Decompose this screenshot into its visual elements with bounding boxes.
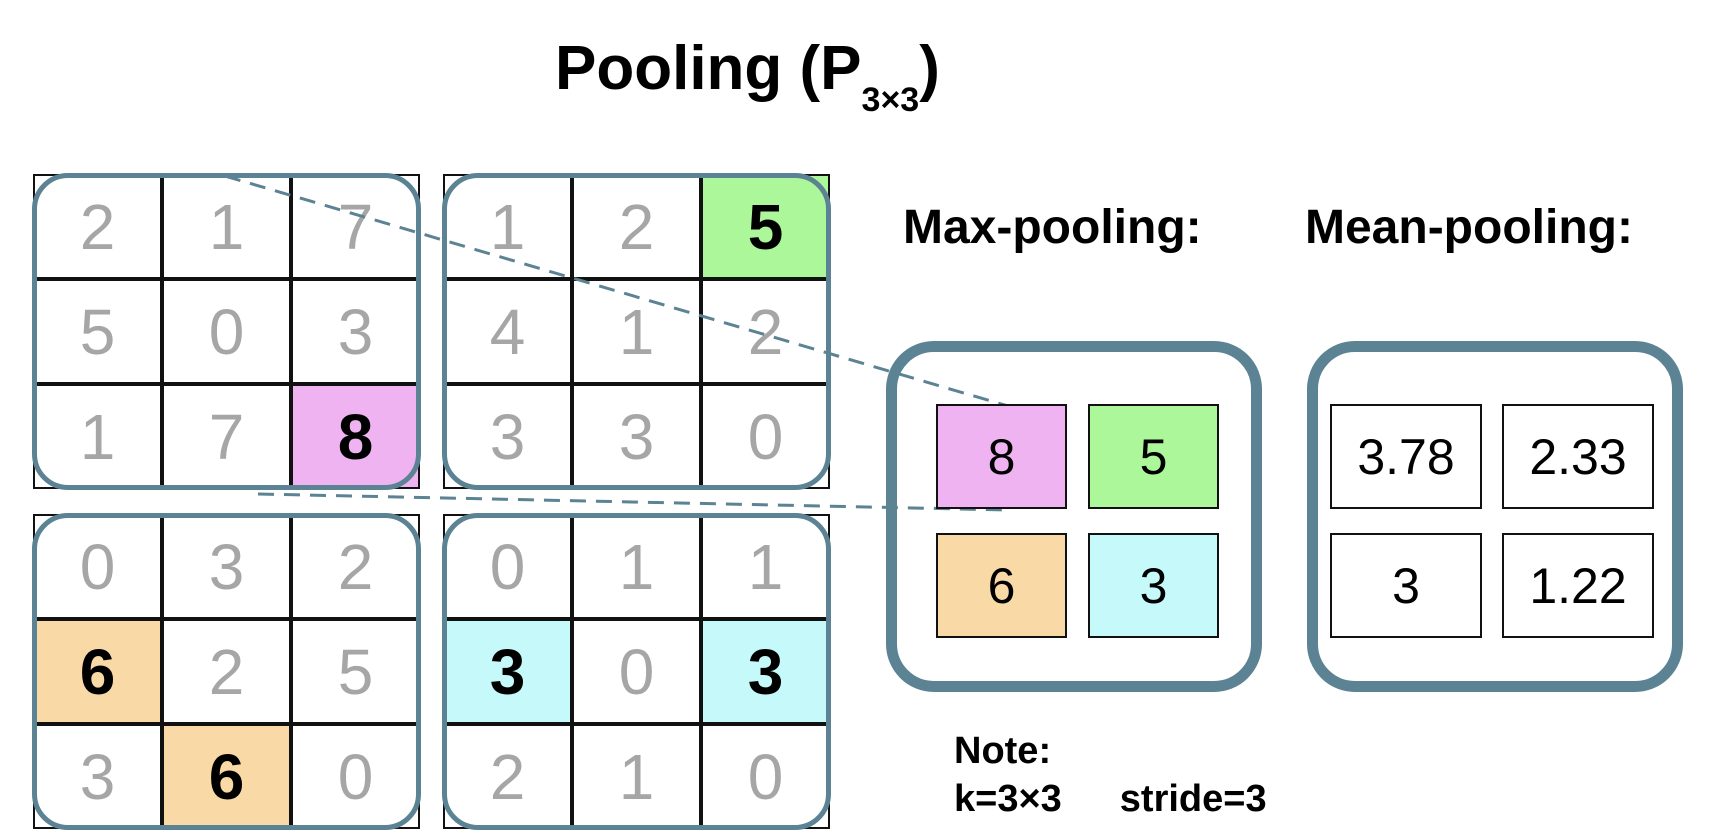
input-cell: 2 xyxy=(162,619,291,724)
input-cell: 2 xyxy=(291,514,420,619)
max-pooling-cell: 5 xyxy=(1088,404,1219,509)
max-pooling-cell: 8 xyxy=(936,404,1067,509)
input-cell: 8 xyxy=(291,384,420,489)
input-cell: 1 xyxy=(572,514,701,619)
input-cell: 6 xyxy=(33,619,162,724)
title-main: Pooling (P xyxy=(555,34,862,103)
input-cell: 0 xyxy=(33,514,162,619)
input-cell: 5 xyxy=(33,279,162,384)
input-cell: 7 xyxy=(291,174,420,279)
mean-pooling-cell: 2.33 xyxy=(1502,404,1654,509)
input-cell: 3 xyxy=(162,514,291,619)
note: Note: k=3×3 stride=3 xyxy=(954,728,1267,823)
input-cell: 0 xyxy=(162,279,291,384)
input-cell: 3 xyxy=(291,279,420,384)
input-cell: 2 xyxy=(572,174,701,279)
input-cell: 5 xyxy=(291,619,420,724)
input-cell: 0 xyxy=(443,514,572,619)
input-cell: 3 xyxy=(701,619,830,724)
input-cell: 6 xyxy=(162,724,291,829)
mean-pooling-cell: 3.78 xyxy=(1330,404,1482,509)
input-cell: 1 xyxy=(443,174,572,279)
input-cell: 3 xyxy=(443,384,572,489)
max-pooling-cell: 6 xyxy=(936,533,1067,638)
max-pooling-heading: Max-pooling: xyxy=(903,201,1202,254)
diagram-title: Pooling (P3×3) xyxy=(555,38,940,118)
connector-line-top xyxy=(224,174,1009,408)
note-kernel: k=3×3 xyxy=(954,777,1062,820)
note-label: Note: xyxy=(954,730,1052,772)
input-cell: 1 xyxy=(33,384,162,489)
input-cell: 0 xyxy=(701,724,830,829)
input-cell: 5 xyxy=(701,174,830,279)
mean-pooling-box xyxy=(1307,341,1683,692)
input-cell: 0 xyxy=(572,619,701,724)
max-pooling-box xyxy=(886,341,1262,692)
note-params: k=3×3 stride=3 xyxy=(954,776,1267,824)
title-subscript: 3×3 xyxy=(861,81,920,119)
input-cell: 3 xyxy=(33,724,162,829)
max-pooling-cell: 3 xyxy=(1088,533,1219,638)
title-close: ) xyxy=(919,34,940,103)
mean-pooling-cell: 1.22 xyxy=(1502,533,1654,638)
input-cell: 4 xyxy=(443,279,572,384)
input-cell: 7 xyxy=(162,384,291,489)
mean-pooling-heading: Mean-pooling: xyxy=(1305,201,1633,254)
input-cell: 3 xyxy=(443,619,572,724)
input-cell: 3 xyxy=(572,384,701,489)
input-cell: 1 xyxy=(701,514,830,619)
mean-pooling-cell: 3 xyxy=(1330,533,1482,638)
input-cell: 2 xyxy=(33,174,162,279)
input-cell: 0 xyxy=(701,384,830,489)
note-stride: stride=3 xyxy=(1119,777,1267,820)
connector-line-bottom xyxy=(257,492,1009,512)
